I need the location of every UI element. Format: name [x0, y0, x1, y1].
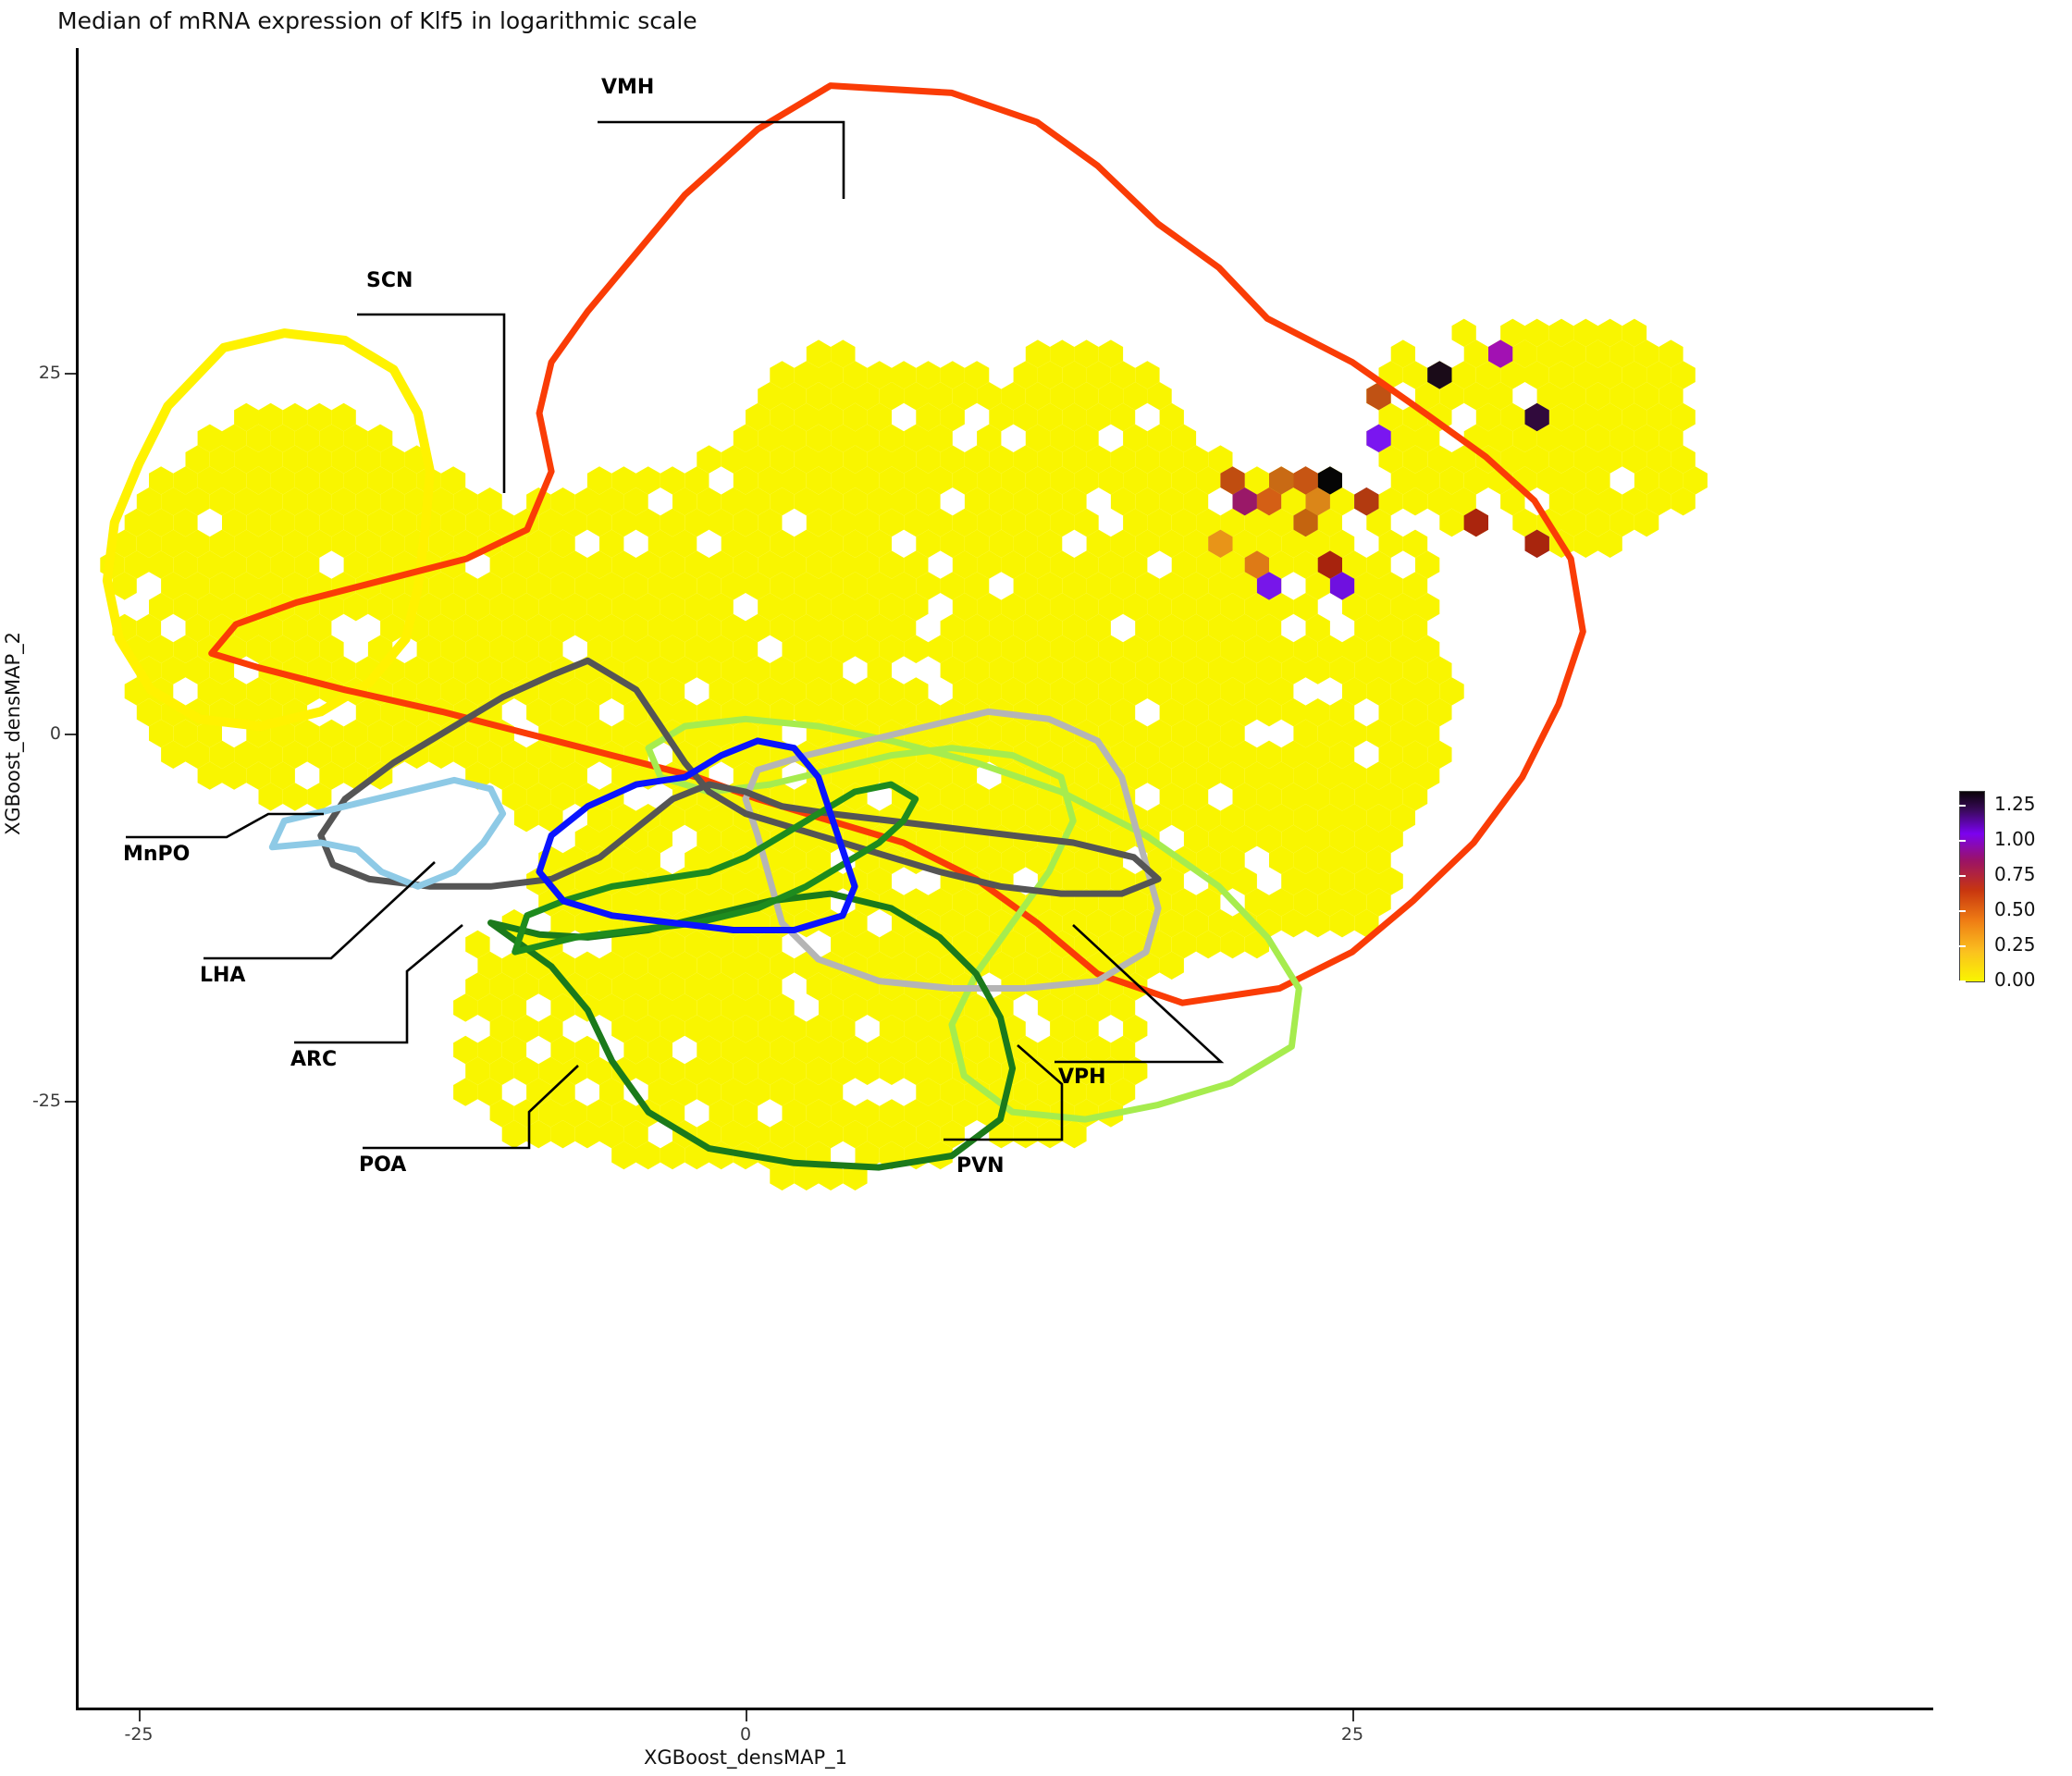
colorbar-tick-mark	[1959, 805, 1966, 808]
colorbar-tick-label-4: 0.25	[1994, 933, 2036, 956]
region-label-mnpo[interactable]: MnPO	[123, 843, 191, 866]
x-tick-label-neg25: -25	[124, 1724, 154, 1745]
x-tick-label-25: 25	[1340, 1724, 1364, 1745]
x-tick-mark-neg25	[139, 1710, 141, 1721]
region-contour-layer	[102, 82, 1586, 1171]
hexbin-layer	[100, 318, 1708, 1190]
region-label-poa[interactable]: POA	[359, 1153, 407, 1177]
x-axis-spine	[76, 1708, 1933, 1710]
colorbar-tick-mark	[1959, 875, 1966, 878]
y-tick-mark-0	[65, 734, 76, 735]
colorbar-tick-label-0: 1.25	[1994, 793, 2036, 816]
region-label-pvn[interactable]: PVN	[956, 1154, 1005, 1178]
colorbar-tick-mark	[1959, 980, 1966, 982]
region-label-arc[interactable]: ARC	[290, 1048, 338, 1071]
colorbar-gradient	[1959, 791, 1985, 982]
region-label-vph[interactable]: VPH	[1058, 1066, 1106, 1089]
colorbar-tick-mark	[1959, 945, 1966, 947]
colorbar-tick-mark	[1959, 910, 1966, 913]
colorbar-tick-label-1: 1.00	[1994, 828, 2036, 851]
x-axis-label: XGBoost_densMAP_1	[644, 1746, 847, 1769]
x-tick-mark-25	[1352, 1710, 1354, 1721]
plot-area[interactable]	[77, 49, 1932, 1708]
chart-title: Median of mRNA expression of Klf5 in log…	[57, 7, 697, 34]
y-axis-label: XGBoost_densMAP_2	[2, 632, 24, 835]
y-tick-mark-neg25	[65, 1101, 76, 1103]
annotation-leader-lines	[126, 120, 1225, 1150]
y-tick-mark-25	[65, 373, 76, 375]
y-axis-spine	[76, 48, 79, 1710]
region-label-vmh[interactable]: VMH	[601, 76, 655, 99]
x-tick-label-0: 0	[739, 1724, 752, 1745]
region-label-scn[interactable]: SCN	[366, 269, 413, 292]
colorbar-tick-mark	[1959, 840, 1966, 843]
x-tick-mark-0	[746, 1710, 747, 1721]
colorbar-tick-label-3: 0.50	[1994, 898, 2036, 921]
y-tick-label-25: 25	[38, 363, 61, 383]
region-label-lha[interactable]: LHA	[200, 964, 246, 987]
y-tick-label-neg25: -25	[31, 1091, 61, 1111]
y-tick-label-0: 0	[49, 723, 61, 744]
colorbar-tick-label-2: 0.75	[1994, 863, 2036, 886]
colorbar-tick-label-5: 0.00	[1994, 968, 2036, 991]
